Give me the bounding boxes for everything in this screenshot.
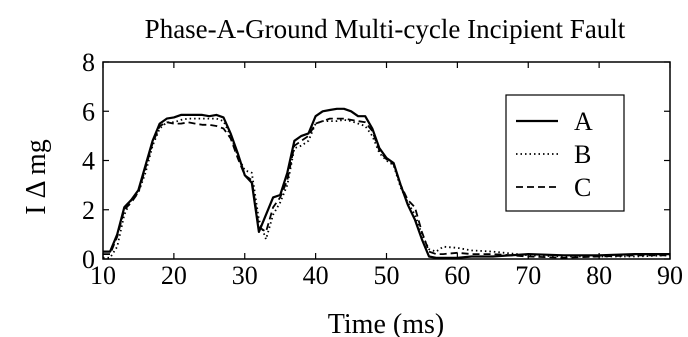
- x-axis-label: Time (ms): [328, 309, 444, 337]
- x-tick-label: 60: [444, 261, 470, 290]
- x-tick-label: 80: [586, 261, 612, 290]
- x-tick-label: 30: [232, 261, 258, 290]
- x-tick-label: 70: [515, 261, 541, 290]
- y-axis-label: I Δ mg: [21, 139, 52, 215]
- plot-area: 10 20 30 40 50 60 70 80 90 0 2 4 6 8 ABC: [82, 48, 683, 290]
- chart-title: Phase-A-Ground Multi-cycle Incipient Fau…: [145, 14, 626, 44]
- legend-label-c: C: [574, 173, 591, 202]
- y-tick-label: 4: [82, 147, 95, 176]
- legend-box: [505, 94, 625, 212]
- x-tick-label: 40: [303, 261, 329, 290]
- x-tick-label: 90: [657, 261, 683, 290]
- series-line-c: [103, 117, 670, 259]
- series-line-b: [103, 117, 671, 259]
- x-tick-label: 20: [161, 261, 187, 290]
- legend-label-a: A: [574, 107, 593, 136]
- y-tick-label: 8: [82, 48, 95, 77]
- y-tick-label: 0: [82, 245, 95, 274]
- legend-label-b: B: [574, 140, 591, 169]
- y-tick-label: 2: [82, 196, 95, 225]
- y-tick-label: 6: [82, 97, 95, 126]
- x-tick-label: 10: [90, 261, 116, 290]
- series-line-a: [103, 107, 670, 259]
- x-tick-label: 50: [374, 261, 400, 290]
